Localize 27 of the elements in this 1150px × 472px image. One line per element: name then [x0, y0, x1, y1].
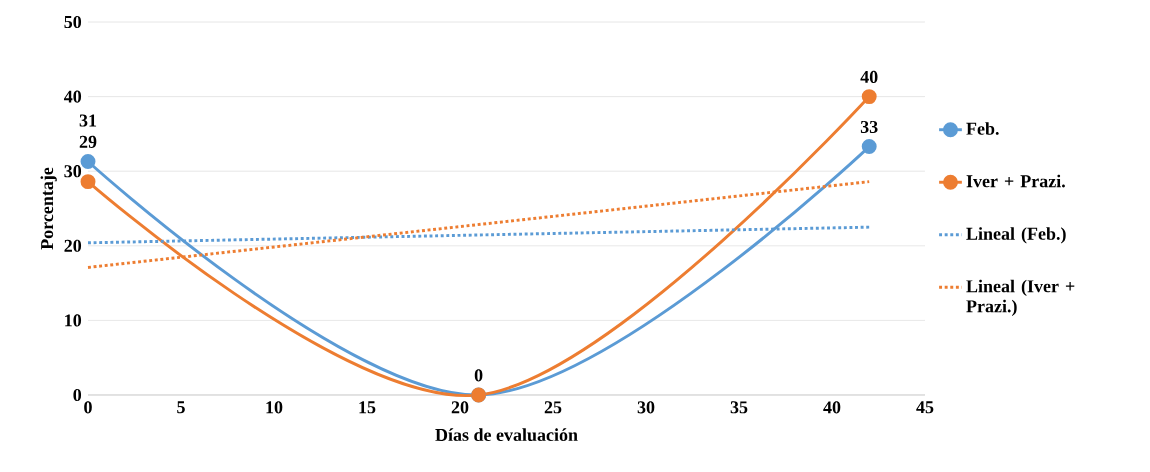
legend-label: Lineal (Iver + Prazi.) — [966, 279, 1075, 317]
legend-label: Lineal (Feb.) — [966, 227, 1066, 244]
x-tick-label: 0 — [84, 401, 92, 414]
legend-label: Feb. — [966, 122, 999, 135]
y-tick-label: 10 — [65, 314, 82, 327]
y-tick-label: 40 — [63, 90, 82, 103]
data-label: 33 — [860, 120, 878, 133]
y-tick-label: 50 — [64, 15, 82, 29]
legend-label: Iver + Prazi. — [966, 174, 1065, 188]
x-axis-title: Días de evaluación — [435, 428, 578, 442]
x-tick-label: 30 — [637, 401, 655, 414]
y-axis-title: Porcentaje — [40, 167, 57, 250]
data-label: 0 — [474, 369, 483, 382]
y-tick-label: 0 — [73, 388, 82, 402]
y-tick-label: 30 — [64, 165, 82, 178]
data-label: 40 — [860, 70, 878, 83]
x-tick-label: 45 — [916, 401, 934, 414]
y-tick-label: 20 — [64, 239, 82, 252]
x-tick-label: 10 — [266, 401, 283, 414]
x-tick-label: 35 — [730, 401, 748, 414]
data-label: 29 — [79, 135, 97, 148]
x-tick-label: 40 — [823, 401, 841, 414]
x-tick-label: 15 — [359, 401, 376, 414]
data-label: 31 — [79, 114, 97, 127]
x-tick-label: 25 — [544, 401, 562, 414]
x-tick-label: 20 — [451, 401, 469, 414]
x-tick-label: 5 — [177, 401, 185, 414]
